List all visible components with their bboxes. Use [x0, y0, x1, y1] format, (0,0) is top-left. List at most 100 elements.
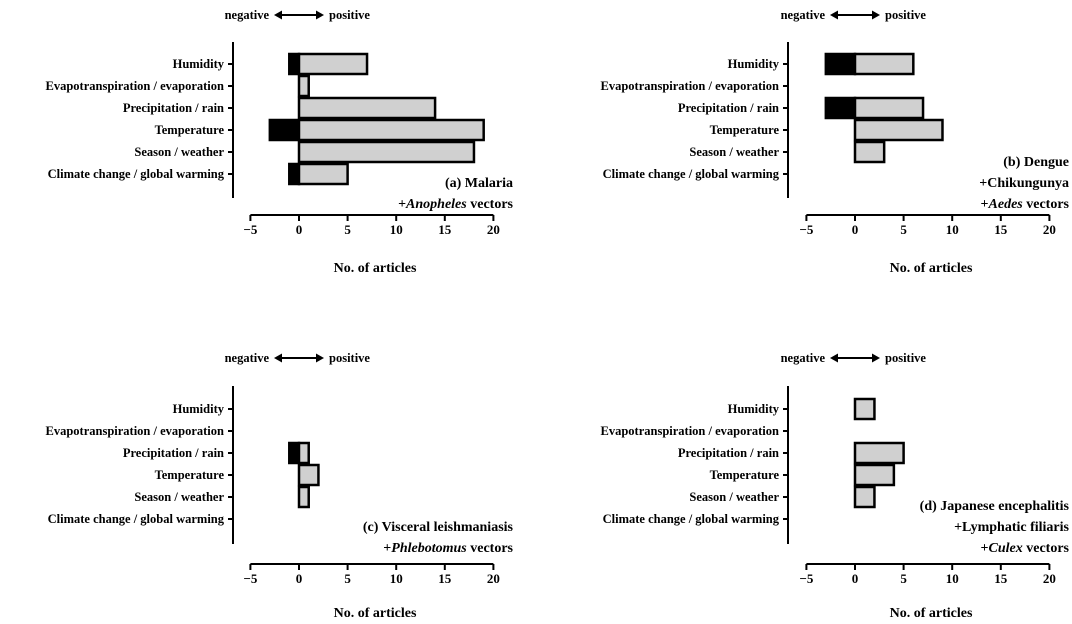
x-tick-label-b-3: 10 — [946, 222, 959, 237]
category-label-a-2: Precipitation / rain — [123, 101, 224, 115]
panel-label-b-line-0: (b) Dengue — [1003, 155, 1069, 170]
panel-label-b-line-1: +Chikungunya — [979, 176, 1069, 191]
category-label-c-1: Evapotranspiration / evaporation — [46, 424, 225, 438]
bar-a-2-positive — [297, 96, 437, 120]
bars-c — [288, 441, 320, 509]
direction-negative-label-c: negative — [225, 351, 270, 365]
bar-b-0-positive — [853, 52, 915, 76]
bar-c-4-positive — [297, 485, 310, 509]
category-label-d-2: Precipitation / rain — [678, 446, 779, 460]
bar-b-4-positive — [853, 140, 886, 164]
category-label-b-5: Climate change / global warming — [603, 167, 780, 181]
panel-label-b-line-2: +Aedes vectors — [981, 197, 1070, 212]
category-label-a-0: Humidity — [173, 57, 225, 71]
x-tick-label-a-4: 15 — [438, 222, 452, 237]
x-axis-title-b: No. of articles — [890, 261, 973, 276]
category-label-d-1: Evapotranspiration / evaporation — [601, 424, 780, 438]
panel-label-a-line-0: (a) Malaria — [445, 176, 513, 191]
bar-a-0-negative — [288, 52, 301, 76]
category-label-b-1: Evapotranspiration / evaporation — [601, 79, 780, 93]
panel-b: Humidity Evapotranspiration / evaporation… — [601, 8, 1070, 276]
x-tick-label-c-3: 10 — [390, 571, 403, 586]
category-label-c-4: Season / weather — [134, 490, 224, 504]
direction-positive-label-d: positive — [885, 351, 926, 365]
double-arrow-icon — [274, 353, 324, 363]
category-label-a-4: Season / weather — [134, 145, 224, 159]
x-tick-label-d-4: 15 — [994, 571, 1008, 586]
bar-d-3-positive — [853, 463, 896, 487]
panel-label-c-line-1: +Phlebotomus vectors — [383, 541, 513, 556]
direction-negative-label-a: negative — [225, 8, 270, 22]
bar-a-5-positive — [297, 162, 349, 186]
x-tick-label-c-1: 0 — [296, 571, 303, 586]
panel-d: Humidity Evapotranspiration / evaporation… — [601, 351, 1070, 621]
bar-b-3-positive — [853, 118, 944, 142]
x-tick-label-d-3: 10 — [946, 571, 959, 586]
bar-b-0-negative — [824, 52, 857, 76]
panel-label-d-line-2: +Culex vectors — [981, 541, 1070, 556]
x-tick-label-b-4: 15 — [994, 222, 1008, 237]
x-tick-label-a-1: 0 — [296, 222, 303, 237]
direction-positive-label-b: positive — [885, 8, 926, 22]
x-tick-label-c-5: 20 — [487, 571, 500, 586]
x-tick-label-a-3: 10 — [390, 222, 403, 237]
category-label-b-0: Humidity — [728, 57, 780, 71]
bar-a-3-positive — [297, 118, 485, 142]
x-tick-label-c-4: 15 — [438, 571, 452, 586]
x-axis-title-c: No. of articles — [334, 606, 417, 621]
x-tick-label-d-1: 0 — [852, 571, 859, 586]
double-arrow-icon — [274, 10, 324, 20]
panel-label-d-line-1: +Lymphatic filiaris — [954, 520, 1069, 535]
category-label-d-4: Season / weather — [689, 490, 779, 504]
bar-b-2-positive — [853, 96, 925, 120]
x-tick-label-b-5: 20 — [1043, 222, 1056, 237]
category-label-a-1: Evapotranspiration / evaporation — [46, 79, 225, 93]
direction-positive-label-a: positive — [329, 8, 370, 22]
x-tick-label-b-0: −5 — [799, 222, 813, 237]
x-tick-label-d-0: −5 — [799, 571, 813, 586]
double-arrow-icon — [830, 10, 880, 20]
x-tick-label-c-0: −5 — [243, 571, 257, 586]
category-label-c-2: Precipitation / rain — [123, 446, 224, 460]
x-tick-label-d-5: 20 — [1043, 571, 1056, 586]
double-arrow-icon — [830, 353, 880, 363]
bar-a-1-positive — [297, 74, 310, 98]
bar-d-4-positive — [853, 485, 876, 509]
panel-a: Humidity Evapotranspiration / evaporation… — [46, 8, 514, 276]
direction-negative-label-b: negative — [781, 8, 826, 22]
bars-d — [853, 397, 905, 509]
bar-d-2-positive — [853, 441, 905, 465]
bar-d-0-positive — [853, 397, 876, 421]
x-tick-label-a-0: −5 — [243, 222, 257, 237]
bars-b — [824, 52, 944, 164]
bar-c-2-negative — [288, 441, 301, 465]
category-label-d-3: Temperature — [710, 468, 780, 482]
bar-c-2-positive — [297, 441, 310, 465]
panel-c: Humidity Evapotranspiration / evaporation… — [46, 351, 514, 621]
panel-label-a-line-1: +Anopheles vectors — [398, 197, 513, 212]
direction-negative-label-d: negative — [781, 351, 826, 365]
bar-a-4-positive — [297, 140, 476, 164]
bar-b-2-negative — [824, 96, 857, 120]
panel-label-c-line-0: (c) Visceral leishmaniasis — [363, 520, 514, 535]
category-label-a-5: Climate change / global warming — [48, 167, 225, 181]
x-tick-label-c-2: 5 — [344, 571, 351, 586]
category-label-c-3: Temperature — [155, 468, 225, 482]
x-axis-title-a: No. of articles — [334, 261, 417, 276]
category-label-d-0: Humidity — [728, 402, 780, 416]
x-tick-label-a-2: 5 — [344, 222, 351, 237]
bar-c-3-positive — [297, 463, 320, 487]
x-tick-label-d-2: 5 — [900, 571, 907, 586]
x-axis-title-d: No. of articles — [890, 606, 973, 621]
bar-a-3-negative — [268, 118, 301, 142]
x-tick-label-b-1: 0 — [852, 222, 859, 237]
bars-a — [268, 52, 485, 186]
category-label-b-2: Precipitation / rain — [678, 101, 779, 115]
category-label-d-5: Climate change / global warming — [603, 512, 780, 526]
category-label-b-4: Season / weather — [689, 145, 779, 159]
bar-a-0-positive — [297, 52, 369, 76]
category-label-c-5: Climate change / global warming — [48, 512, 225, 526]
bar-a-5-negative — [288, 162, 301, 186]
direction-positive-label-c: positive — [329, 351, 370, 365]
